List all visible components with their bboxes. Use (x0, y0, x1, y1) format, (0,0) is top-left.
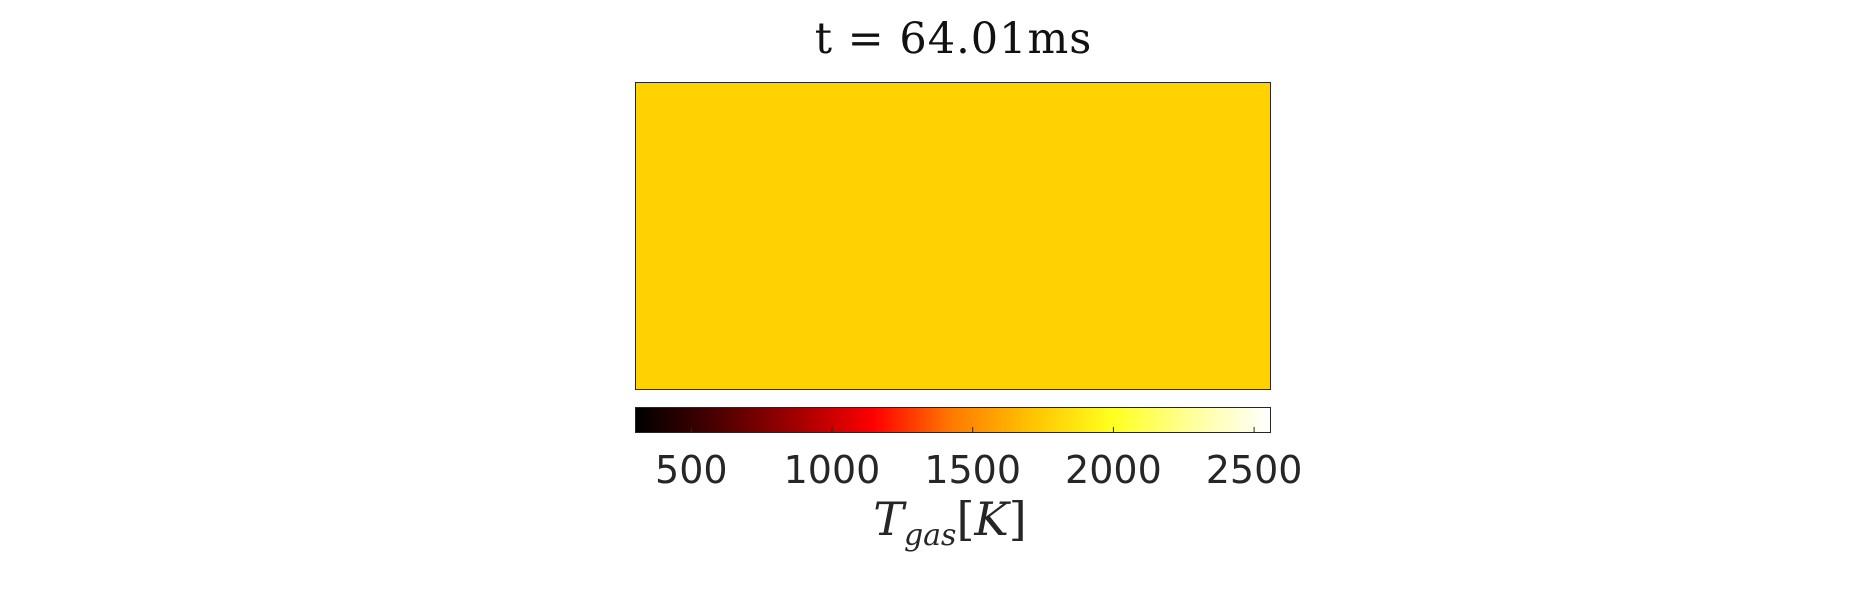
colorbar-tick-label: 1500 (924, 448, 1022, 492)
colorbar-tick-label: 1000 (783, 448, 881, 492)
colorbar-label-sub: gas (903, 518, 957, 553)
colorbar-label-main: T (873, 492, 904, 546)
chart-title: t = 64.01ms (814, 14, 1093, 64)
colorbar-label-unit: K (974, 492, 1009, 546)
colorbar-tick-label: 500 (655, 448, 728, 492)
colorbar-tick-label: 2500 (1205, 448, 1303, 492)
colorbar-label: Tgas[K] (0, 492, 1875, 553)
colorbar-label-close-bracket: ] (1008, 492, 1027, 546)
colorbar-tick-label: 2000 (1065, 448, 1162, 492)
temperature-field (635, 82, 1271, 390)
colorbar (635, 407, 1271, 433)
colorbar-label-open-bracket: [ (956, 492, 975, 546)
